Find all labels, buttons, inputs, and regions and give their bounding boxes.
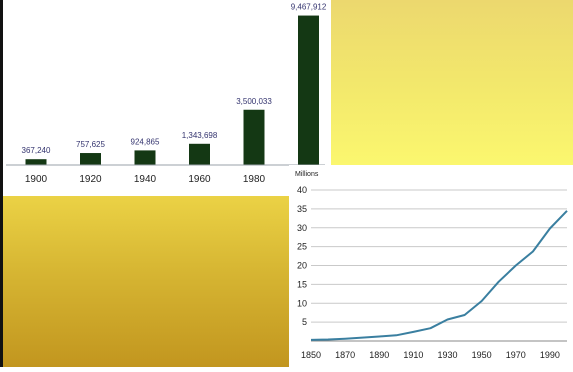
line-y-tick-label: 20 [297, 261, 307, 271]
bar-value-label: 9,467,912 [291, 3, 327, 12]
bar-x-tick-label: 1900 [25, 174, 48, 185]
bar-value-label: 757,625 [76, 140, 105, 149]
line-y-tick-label: 15 [297, 279, 307, 289]
bar-1960 [189, 143, 210, 165]
line-y-tick-label: 30 [297, 223, 307, 233]
yellow-panel [331, 0, 573, 165]
line-x-tick-label: 1970 [506, 350, 526, 360]
bar-value-label: 367,240 [22, 146, 51, 155]
bar-1940 [134, 150, 156, 165]
bar-chart: 367,240 757,625 924,865 1,343,698 3,500,033 9… [3, 0, 331, 192]
bar-1900 [25, 159, 47, 165]
line-x-tick-label: 1930 [438, 350, 458, 360]
bar-chart-svg: 367,240 757,625 924,865 1,343,698 3,500,033 9… [6, 3, 327, 185]
bar-1980 [243, 109, 265, 165]
bar-x-tick-label: 1980 [243, 174, 266, 185]
gold-panel [3, 196, 289, 367]
line-x-tick-label: 1910 [403, 350, 423, 360]
line-chart-svg: Millions 5 10 15 20 25 30 35 40 1850 1870 1890 191… [295, 171, 568, 360]
line-chart-y-axis-title: Millions [295, 171, 319, 178]
line-chart: Millions 5 10 15 20 25 30 35 40 1850 1870 1890 191… [289, 165, 573, 367]
bar-x-tick-label: 1960 [188, 174, 211, 185]
line-x-tick-label: 1950 [472, 350, 492, 360]
line-y-tick-label: 25 [297, 242, 307, 252]
bar-x-tick-label: 1940 [134, 174, 157, 185]
line-y-tick-label: 5 [302, 317, 307, 327]
bar-x-tick-label: 1920 [79, 174, 102, 185]
bar-value-label: 3,500,033 [236, 97, 272, 106]
line-x-tick-label: 1850 [301, 350, 321, 360]
left-border-rule [0, 0, 3, 367]
line-x-tick-label: 1890 [369, 350, 389, 360]
line-series [310, 210, 568, 341]
line-y-tick-label: 40 [297, 185, 307, 195]
line-x-tick-label: 1990 [540, 350, 560, 360]
bar-1920 [80, 153, 101, 165]
bar-value-label: 924,865 [131, 137, 160, 146]
line-x-tick-label: 1870 [335, 350, 355, 360]
bar-2000 [298, 15, 319, 165]
line-y-tick-label: 35 [297, 204, 307, 214]
bar-value-label: 1,343,698 [182, 131, 218, 140]
line-y-tick-label: 10 [297, 298, 307, 308]
